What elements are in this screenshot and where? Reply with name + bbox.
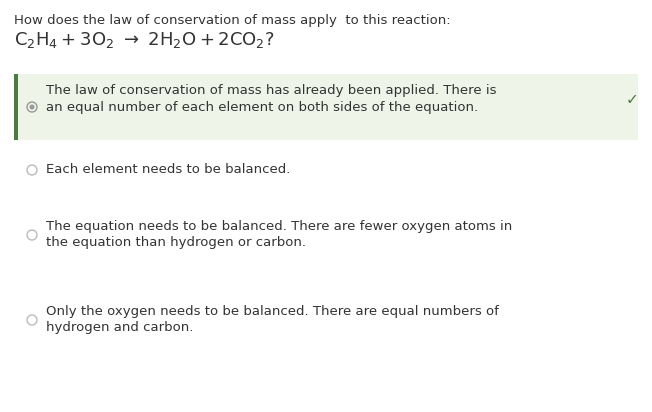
Text: How does the law of conservation of mass apply  to this reaction:: How does the law of conservation of mass… bbox=[14, 14, 451, 27]
Text: hydrogen and carbon.: hydrogen and carbon. bbox=[46, 321, 194, 334]
Text: an equal number of each element on both sides of the equation.: an equal number of each element on both … bbox=[46, 101, 478, 114]
Text: the equation than hydrogen or carbon.: the equation than hydrogen or carbon. bbox=[46, 236, 306, 249]
Text: Each element needs to be balanced.: Each element needs to be balanced. bbox=[46, 163, 290, 176]
Circle shape bbox=[29, 105, 35, 110]
Text: ✓: ✓ bbox=[625, 92, 638, 107]
Text: The equation needs to be balanced. There are fewer oxygen atoms in: The equation needs to be balanced. There… bbox=[46, 220, 512, 233]
Text: Only the oxygen needs to be balanced. There are equal numbers of: Only the oxygen needs to be balanced. Th… bbox=[46, 305, 499, 318]
Text: $\mathregular{C_2H_4 + 3O_2\ \rightarrow\ 2H_2O + 2CO_2?}$: $\mathregular{C_2H_4 + 3O_2\ \rightarrow… bbox=[14, 30, 274, 50]
Bar bbox=[14, 74, 18, 140]
FancyBboxPatch shape bbox=[14, 74, 638, 140]
Text: The law of conservation of mass has already been applied. There is: The law of conservation of mass has alre… bbox=[46, 84, 497, 97]
